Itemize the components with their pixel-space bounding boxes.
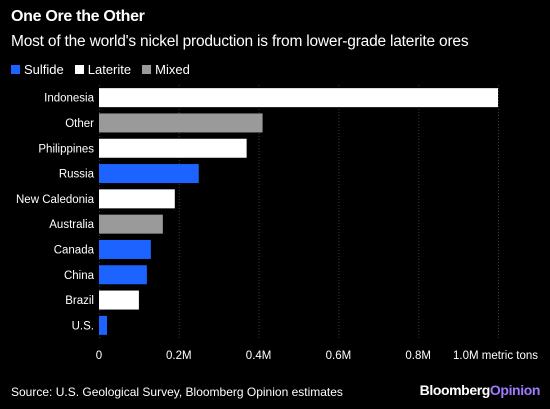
category-label: China (64, 270, 95, 282)
source-note: Source: U.S. Geological Survey, Bloomber… (11, 385, 343, 399)
category-label: Russia (59, 169, 95, 181)
x-tick-label: 0.2M (166, 350, 192, 362)
category-label: Australia (49, 219, 94, 231)
legend-label-mixed: Mixed (155, 62, 190, 77)
x-tick-label: 0 (96, 350, 102, 362)
logo-accent-text: Opinion (489, 382, 540, 398)
category-label: U.S. (72, 320, 94, 332)
bar (99, 214, 163, 234)
category-label: Brazil (65, 295, 94, 307)
chart-title: One Ore the Other (11, 8, 145, 25)
bar (99, 88, 498, 108)
legend: Sulfide Laterite Mixed (11, 62, 201, 77)
chart-subtitle: Most of the world's nickel production is… (11, 33, 469, 50)
bar (99, 138, 247, 158)
legend-label-sulfide: Sulfide (24, 62, 64, 77)
logo-main-text: Bloomberg (419, 382, 491, 398)
legend-swatch-mixed (142, 65, 152, 74)
legend-item-mixed: Mixed (142, 62, 190, 77)
bar (99, 113, 263, 133)
legend-item-sulfide: Sulfide (11, 62, 64, 77)
category-label: Indonesia (44, 93, 94, 105)
legend-swatch-sulfide (11, 65, 20, 74)
bloomberg-opinion-logo: BloombergOpinion (419, 382, 541, 398)
bar (99, 239, 151, 259)
bar (99, 265, 147, 285)
legend-item-laterite: Laterite (74, 62, 132, 77)
bar (99, 189, 175, 209)
bar (99, 290, 139, 310)
legend-label-laterite: Laterite (87, 62, 132, 77)
x-tick-label: 1.0M metric tons (453, 350, 538, 362)
bar (99, 315, 107, 335)
category-label: Philippines (38, 143, 94, 155)
category-label: Other (65, 118, 94, 130)
bar (99, 164, 199, 184)
x-tick-label: 0.8M (405, 350, 431, 362)
category-label: New Caledonia (16, 194, 95, 206)
x-tick-label: 0.4M (246, 350, 272, 362)
legend-swatch-laterite (74, 65, 84, 74)
x-tick-label: 0.6M (326, 350, 352, 362)
category-label: Canada (54, 244, 95, 256)
